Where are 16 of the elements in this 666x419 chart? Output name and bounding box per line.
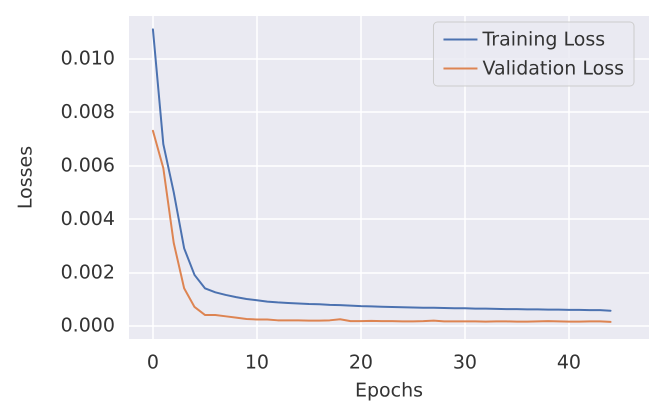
legend-label: Validation Loss	[482, 58, 624, 80]
y-axis-title: Losses	[14, 146, 36, 210]
y-tick-label: 0.002	[60, 261, 115, 284]
legend-label: Training Loss	[481, 28, 606, 50]
line-series	[152, 130, 612, 323]
y-tick-label: 0.008	[60, 101, 115, 124]
y-tick-label: 0.010	[60, 48, 115, 70]
x-tick-label: 40	[556, 352, 582, 374]
x-tick-label: 10	[244, 352, 270, 374]
x-tick-label: 20	[348, 352, 374, 374]
y-tick-label: 0.000	[60, 314, 115, 337]
x-axis-title: Epochs	[354, 380, 424, 402]
y-tick-label: 0.006	[60, 154, 115, 176]
y-tick-label: 0.004	[60, 208, 115, 230]
x-tick-label: 30	[452, 352, 478, 374]
x-tick-label: 0	[146, 352, 159, 374]
